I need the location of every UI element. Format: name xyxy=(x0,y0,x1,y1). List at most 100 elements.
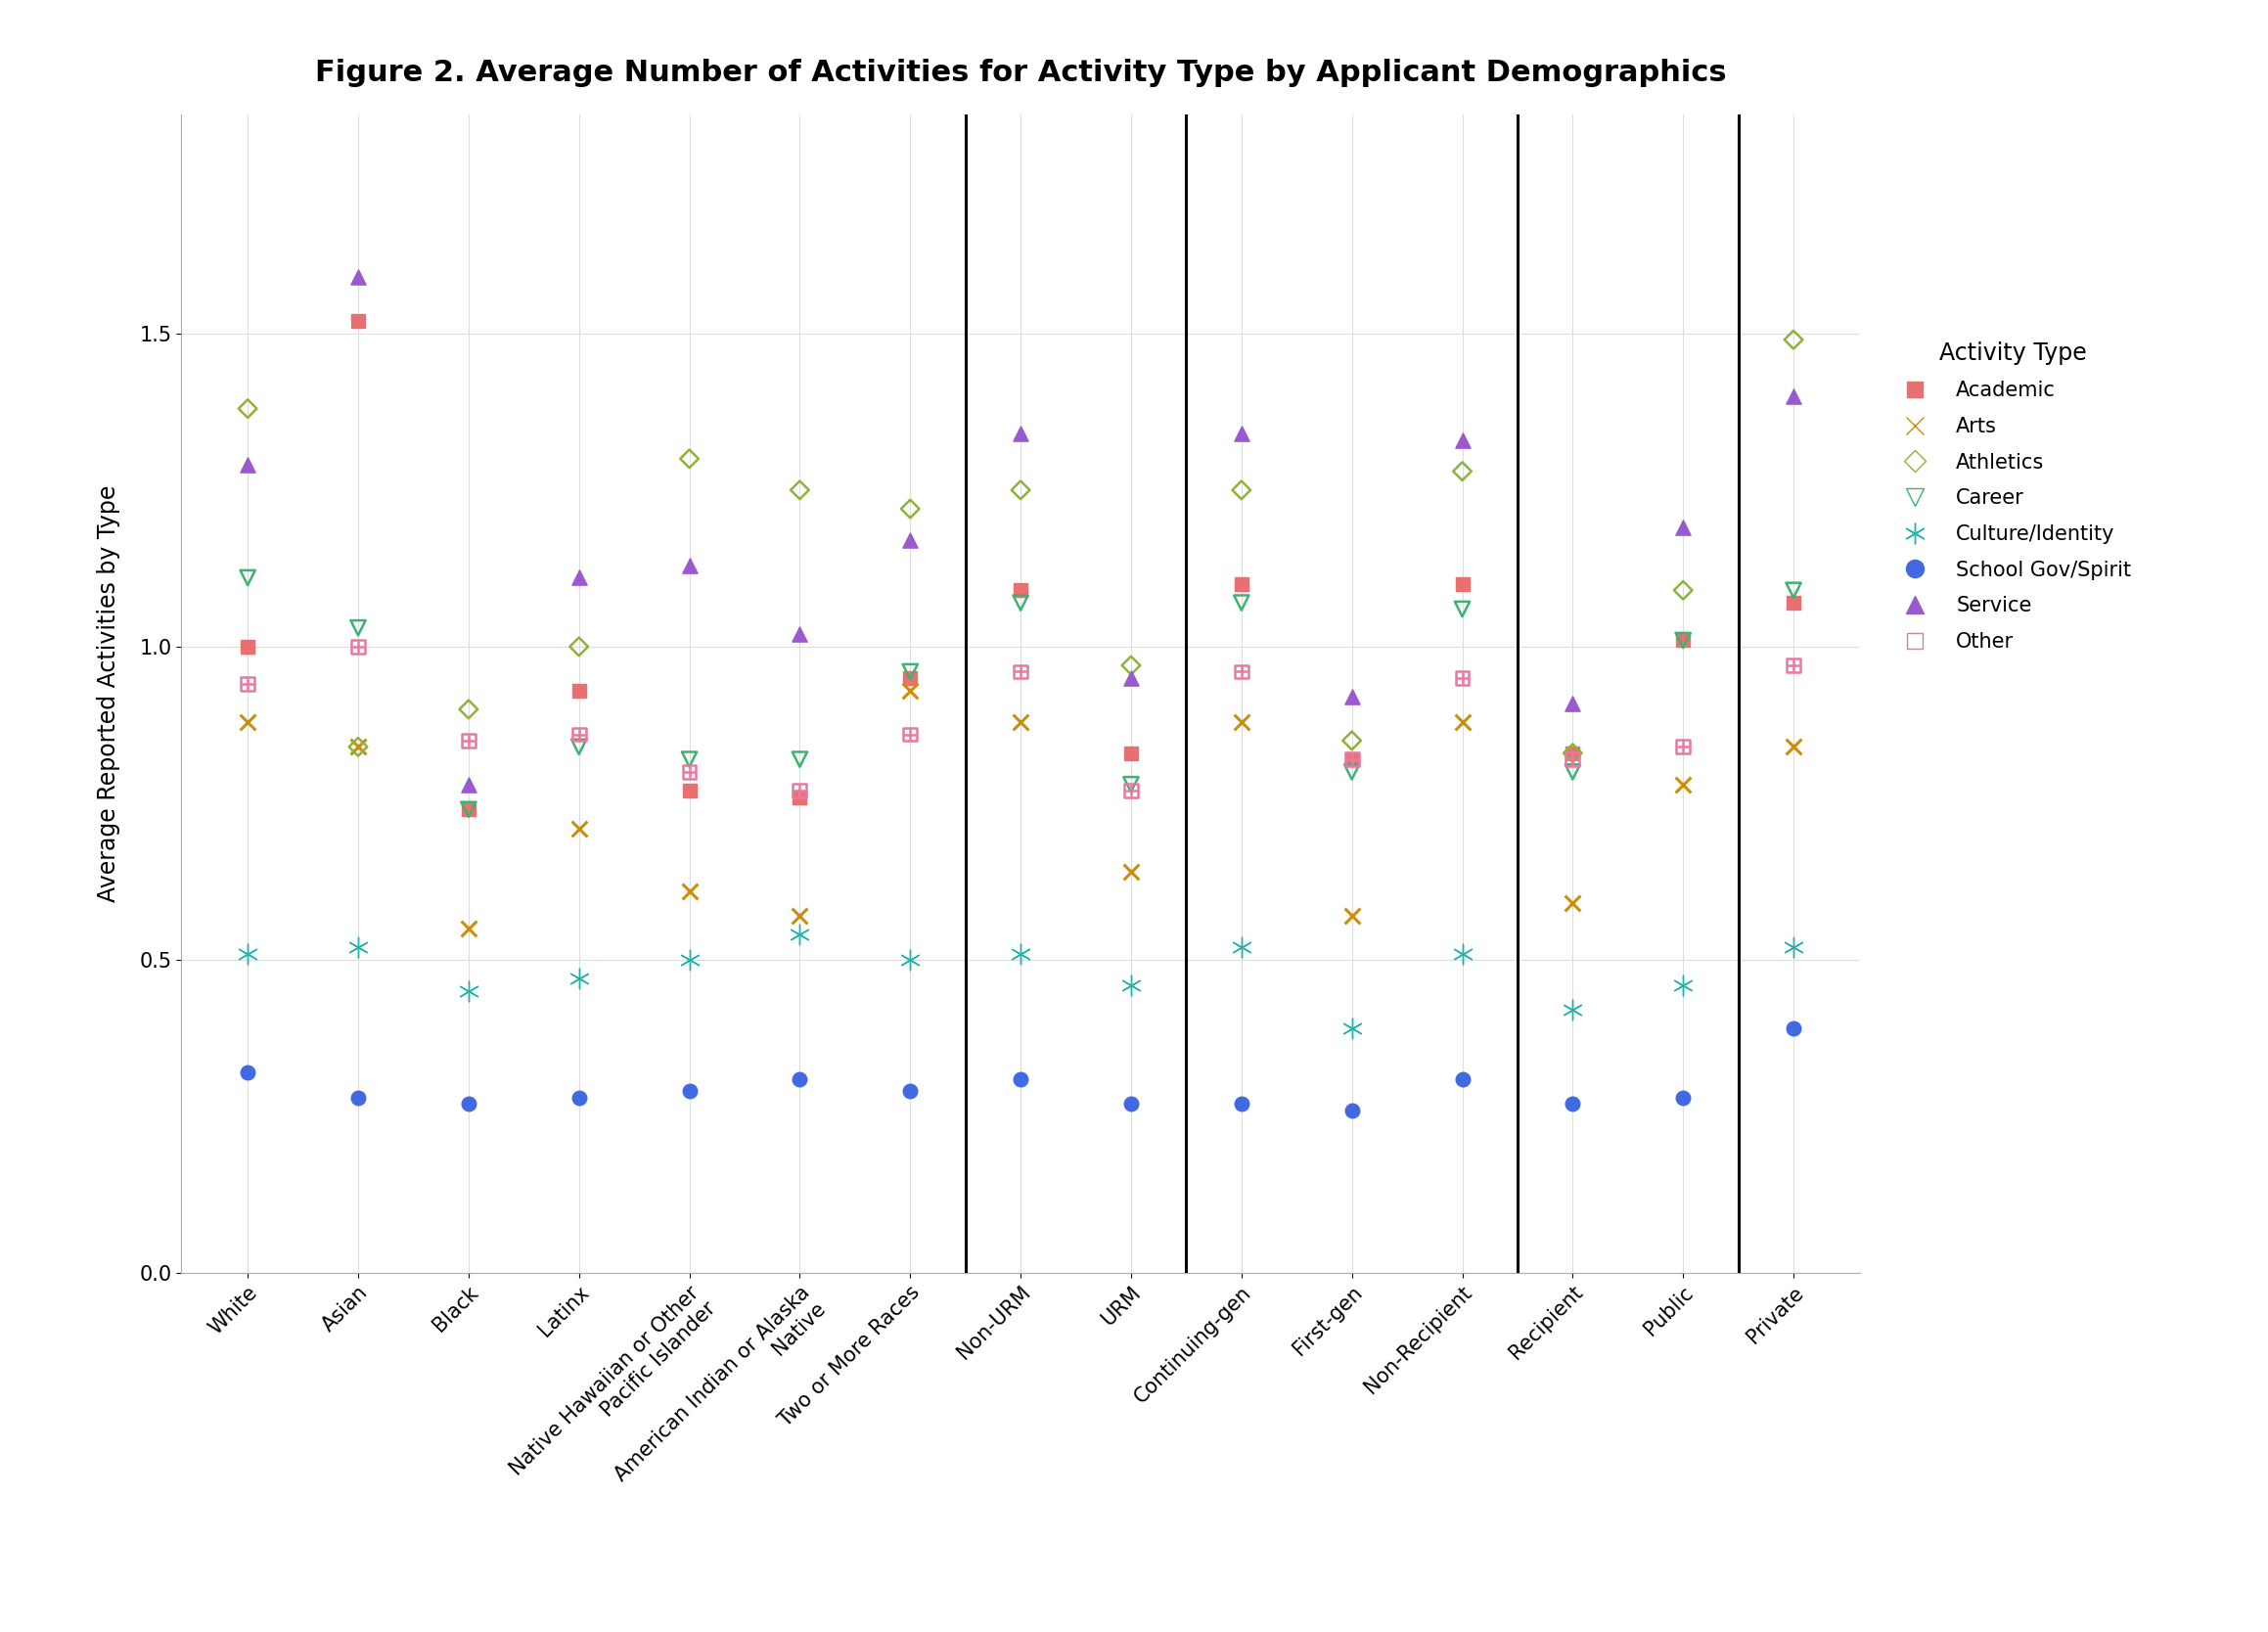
Point xyxy=(1445,940,1481,966)
Point xyxy=(229,633,265,659)
Point xyxy=(1114,777,1150,803)
Point xyxy=(1776,326,1812,353)
Point xyxy=(1114,1090,1150,1116)
Point xyxy=(782,746,819,772)
Point xyxy=(451,978,488,1004)
Point xyxy=(340,633,376,659)
Point xyxy=(891,721,928,747)
Point xyxy=(1665,627,1701,653)
Point xyxy=(891,947,928,973)
Point xyxy=(1114,777,1150,803)
Point xyxy=(1445,428,1481,454)
Point xyxy=(451,697,488,723)
Point xyxy=(560,565,596,591)
Legend: Academic, Arts, Athletics, Career, Culture/Identity, School Gov/Spirit, Service,: Academic, Arts, Athletics, Career, Cultu… xyxy=(1887,333,2139,659)
Point xyxy=(671,947,708,973)
Point xyxy=(560,721,596,747)
Point xyxy=(560,816,596,842)
Point xyxy=(1002,708,1039,734)
Point xyxy=(1114,664,1150,690)
Point xyxy=(340,734,376,761)
Point xyxy=(560,1085,596,1111)
Point xyxy=(1445,459,1481,485)
Point xyxy=(1665,971,1701,997)
Point xyxy=(1554,746,1590,772)
Point xyxy=(1776,384,1812,410)
Point xyxy=(1002,659,1039,685)
Point xyxy=(782,1066,819,1092)
Point xyxy=(1002,1066,1039,1092)
Point xyxy=(451,728,488,754)
Point xyxy=(340,1085,376,1111)
Point xyxy=(1114,653,1150,679)
Point xyxy=(1554,997,1590,1023)
Point xyxy=(1445,596,1481,622)
Point xyxy=(1334,1015,1370,1041)
Point xyxy=(671,746,708,772)
Y-axis label: Average Reported Activities by Type: Average Reported Activities by Type xyxy=(98,485,120,902)
Point xyxy=(1002,477,1039,503)
Point xyxy=(340,734,376,761)
Point xyxy=(340,633,376,659)
Point xyxy=(451,796,488,823)
Point xyxy=(451,916,488,942)
Point xyxy=(1002,421,1039,447)
Point xyxy=(671,777,708,803)
Point xyxy=(1334,728,1370,754)
Point xyxy=(1665,734,1701,761)
Point xyxy=(1445,1066,1481,1092)
Point xyxy=(1665,578,1701,604)
Point xyxy=(1222,659,1259,685)
Point xyxy=(782,777,819,803)
Point xyxy=(1665,734,1701,761)
Point xyxy=(560,721,596,747)
Point xyxy=(671,1079,708,1105)
Point xyxy=(671,446,708,472)
Point xyxy=(1665,1085,1701,1111)
Point xyxy=(229,940,265,966)
Point xyxy=(1445,571,1481,597)
Point xyxy=(1776,1015,1812,1041)
Point xyxy=(340,264,376,290)
Title: Figure 2. Average Number of Activities for Activity Type by Applicant Demographi: Figure 2. Average Number of Activities f… xyxy=(315,59,1726,88)
Point xyxy=(560,633,596,659)
Point xyxy=(1002,940,1039,966)
Point xyxy=(1222,571,1259,597)
Point xyxy=(891,1079,928,1105)
Point xyxy=(1334,684,1370,710)
Point xyxy=(451,728,488,754)
Point xyxy=(229,1059,265,1085)
Point xyxy=(229,452,265,478)
Point xyxy=(671,552,708,578)
Point xyxy=(1554,739,1590,765)
Point xyxy=(1002,589,1039,615)
Point xyxy=(891,659,928,685)
Point xyxy=(1554,690,1590,716)
Point xyxy=(782,922,819,948)
Point xyxy=(1222,589,1259,615)
Point xyxy=(1222,934,1259,960)
Point xyxy=(229,671,265,697)
Point xyxy=(1554,746,1590,772)
Point xyxy=(782,777,819,803)
Point xyxy=(340,615,376,641)
Point xyxy=(560,966,596,992)
Point xyxy=(782,477,819,503)
Point xyxy=(1114,858,1150,885)
Point xyxy=(229,671,265,697)
Point xyxy=(1334,759,1370,785)
Point xyxy=(1445,664,1481,690)
Point xyxy=(891,664,928,690)
Point xyxy=(1554,739,1590,765)
Point xyxy=(451,772,488,798)
Point xyxy=(1776,578,1812,604)
Point xyxy=(1776,653,1812,679)
Point xyxy=(1776,934,1812,960)
Point xyxy=(340,308,376,335)
Point xyxy=(1114,739,1150,765)
Point xyxy=(1665,627,1701,653)
Point xyxy=(1222,477,1259,503)
Point xyxy=(1334,1097,1370,1123)
Point xyxy=(451,1090,488,1116)
Point xyxy=(891,721,928,747)
